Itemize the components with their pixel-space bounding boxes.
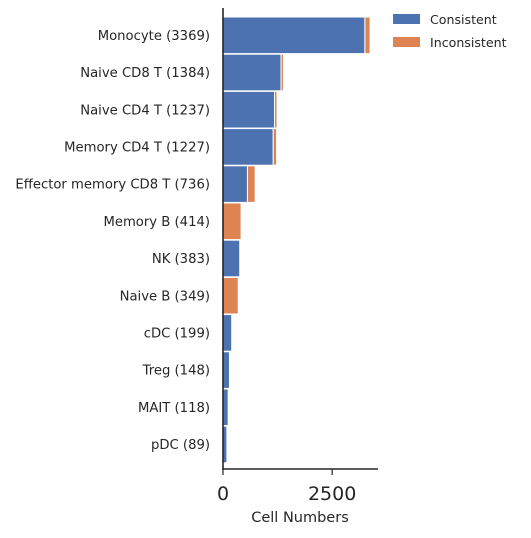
category-label-nk: NK (383) <box>152 252 210 267</box>
category-labels: Monocyte (3369) Naive CD8 T (1384) Naive C… <box>15 29 210 453</box>
category-label-memory-cd4-t: Memory CD4 T (1227) <box>64 141 210 156</box>
bar-consistent-nk <box>222 239 241 278</box>
bar-consistent-cdc <box>222 314 233 352</box>
legend-swatch-inconsistent <box>393 37 420 47</box>
bar-inconsistent-effector-memory-cd8-t <box>246 165 256 203</box>
bar-inconsistent-naive-cd8-t <box>280 53 284 92</box>
x-axis-title: Cell Numbers <box>251 510 349 526</box>
category-label-mait: MAIT (118) <box>138 401 210 416</box>
bar-inconsistent-monocyte <box>364 16 371 55</box>
bar-consistent-effector-memory-cd8-t <box>222 165 248 203</box>
category-label-naive-b: Naive B (349) <box>120 289 210 304</box>
bar-consistent-naive-cd8-t <box>222 53 282 92</box>
category-label-naive-cd8-t: Naive CD8 T (1384) <box>80 66 210 81</box>
bar-consistent-monocyte <box>222 16 366 55</box>
category-label-memory-b: Memory B (414) <box>103 215 210 230</box>
category-label-effector-memory-cd8-t: Effector memory CD8 T (736) <box>15 178 210 193</box>
x-ticks: 0 2500 <box>217 469 356 505</box>
bar-inconsistent-naive-cd4-t <box>274 90 278 129</box>
bars <box>222 16 371 464</box>
legend-swatch-consistent <box>393 14 420 24</box>
category-label-naive-cd4-t: Naive CD4 T (1237) <box>80 103 210 118</box>
category-label-cdc: cDC (199) <box>144 327 210 342</box>
x-tick-label-0: 0 <box>217 483 229 505</box>
legend: Consistent Inconsistent <box>393 12 507 50</box>
bar-inconsistent-naive-b <box>222 276 239 315</box>
category-label-treg: Treg (148) <box>142 364 210 379</box>
bar-inconsistent-memory-cd4-t <box>272 128 278 166</box>
legend-label-inconsistent: Inconsistent <box>430 35 507 50</box>
bar-consistent-naive-cd4-t <box>222 90 276 129</box>
bar-inconsistent-memory-b <box>222 202 242 241</box>
category-label-monocyte: Monocyte (3369) <box>98 29 210 44</box>
bar-consistent-memory-cd4-t <box>222 128 274 166</box>
category-label-pdc: pDC (89) <box>151 438 210 453</box>
x-tick-label-2500: 2500 <box>308 483 356 505</box>
bar-consistent-treg <box>222 351 230 389</box>
legend-label-consistent: Consistent <box>430 12 497 27</box>
